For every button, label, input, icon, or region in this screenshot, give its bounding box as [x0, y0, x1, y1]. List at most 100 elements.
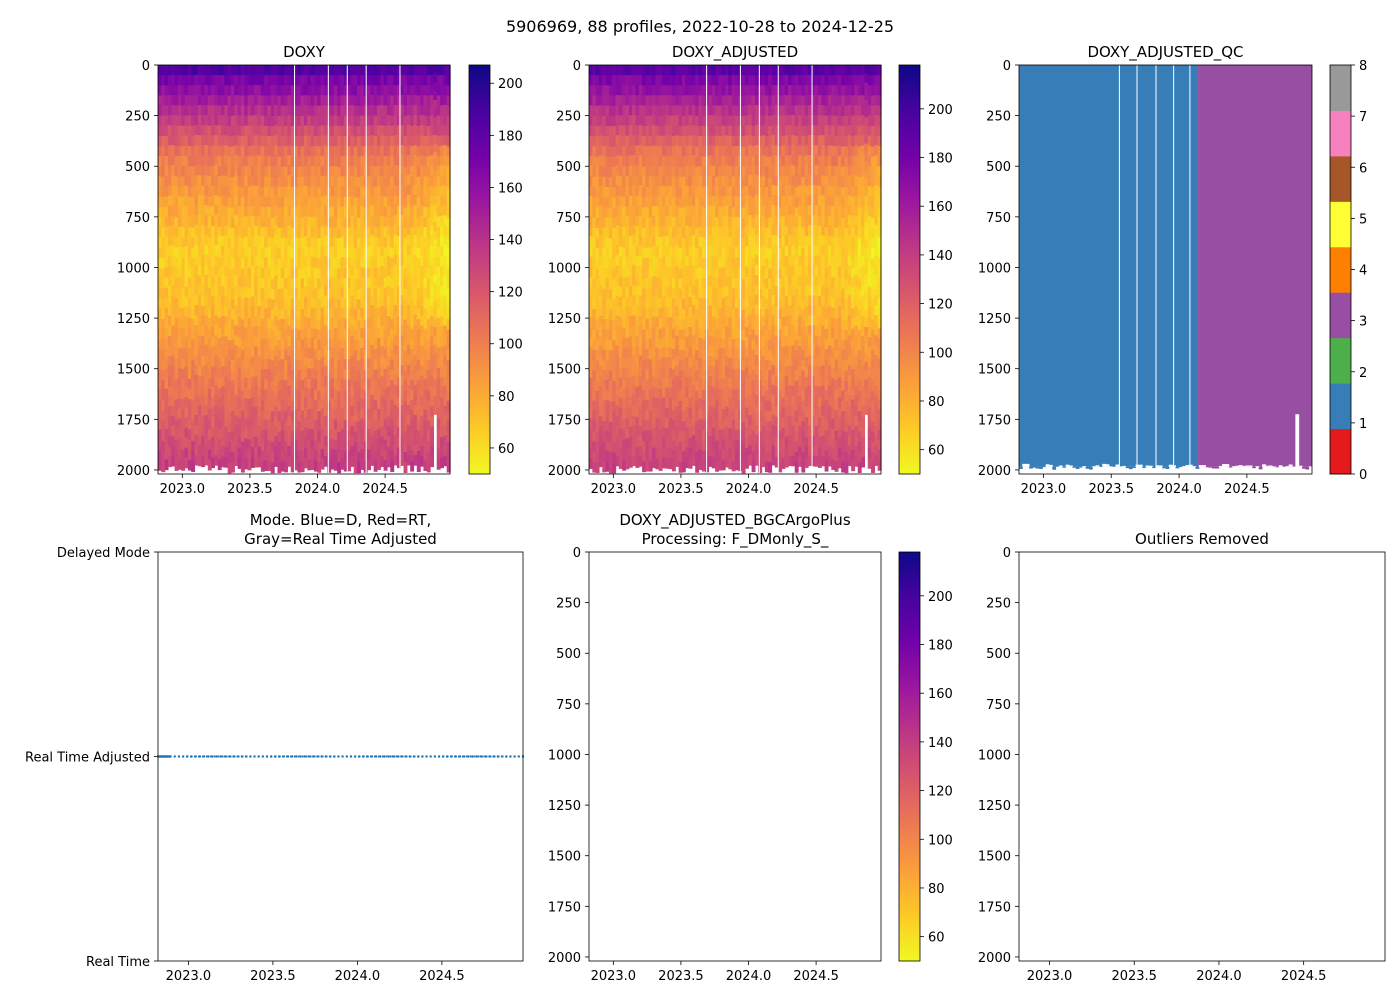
- heatmap-cell: [622, 409, 627, 421]
- heatmap-cell: [280, 460, 285, 472]
- heatmap-cell: [370, 355, 375, 366]
- heatmap-cell: [244, 256, 249, 268]
- heatmap-cell: [284, 400, 289, 412]
- heatmap-cell: [211, 346, 216, 358]
- heatmap-cell: [426, 248, 431, 259]
- heatmap-cell: [655, 186, 660, 197]
- heatmap-cell: [234, 375, 239, 386]
- heatmap-cell: [662, 175, 666, 187]
- heatmap-cell: [618, 206, 623, 217]
- heatmap-cell: [698, 378, 703, 390]
- heatmap-cell: [310, 358, 315, 369]
- heatmap-cell: [290, 400, 295, 412]
- heatmap-cell: [171, 245, 176, 257]
- heatmap-cell: [638, 95, 643, 106]
- heatmap-cell: [430, 145, 435, 156]
- heatmap-cell: [688, 105, 693, 116]
- heatmap-cell: [413, 85, 418, 96]
- heatmap-cell: [416, 217, 421, 229]
- heatmap-cell: [416, 176, 421, 188]
- heatmap-cell: [635, 406, 640, 418]
- heatmap-cell: [310, 186, 315, 198]
- heatmap-cell: [632, 335, 637, 346]
- heatmap-cell: [410, 328, 415, 340]
- heatmap-cell: [340, 135, 345, 147]
- heatmap-cell: [158, 237, 162, 248]
- heatmap-cell: [211, 427, 216, 438]
- heatmap-cell: [333, 399, 338, 410]
- heatmap-cell: [197, 415, 202, 427]
- heatmap-cell: [423, 328, 428, 340]
- heatmap-cell: [340, 448, 345, 460]
- heatmap-cell: [247, 307, 252, 319]
- x-tick-label: 2023.0: [160, 482, 206, 497]
- heatmap-cell: [201, 336, 206, 347]
- heatmap-cell: [691, 345, 696, 356]
- heatmap-cell: [161, 227, 166, 239]
- heatmap-cell: [350, 295, 355, 307]
- heatmap-cell: [386, 346, 391, 357]
- heatmap-cell: [440, 276, 444, 287]
- heatmap-cell: [367, 125, 371, 137]
- heatmap-cell: [211, 65, 216, 76]
- heatmap-cell: [386, 306, 391, 317]
- heatmap-cell: [420, 456, 425, 467]
- heatmap-cell: [598, 235, 603, 247]
- heatmap-cell: [257, 326, 262, 337]
- heatmap-cell: [681, 237, 686, 249]
- heatmap-cell: [333, 95, 338, 107]
- heatmap-cell: [244, 408, 249, 419]
- heatmap-cell: [340, 398, 345, 410]
- heatmap-cell: [343, 207, 348, 218]
- heatmap-cell: [317, 339, 322, 351]
- heatmap-cell: [274, 165, 279, 176]
- heatmap-cell: [164, 267, 169, 278]
- heatmap-cell: [204, 174, 209, 186]
- heatmap-cell: [187, 307, 192, 319]
- heatmap-cell: [400, 335, 405, 346]
- heatmap-cell: [635, 366, 640, 378]
- heatmap-cell: [357, 115, 362, 127]
- heatmap-cell: [648, 318, 653, 330]
- heatmap-cell: [691, 305, 696, 316]
- heatmap-cell: [423, 399, 428, 411]
- heatmap-cell: [317, 268, 322, 280]
- heatmap-cell: [595, 95, 600, 107]
- heatmap-cell: [645, 257, 650, 269]
- heatmap-cell: [625, 287, 630, 298]
- heatmap-cell: [658, 369, 663, 380]
- heatmap-cell: [254, 306, 259, 317]
- heatmap-cell: [695, 126, 700, 137]
- heatmap-cell: [420, 95, 425, 106]
- heatmap-cell: [685, 145, 690, 157]
- heatmap-cell: [257, 195, 262, 207]
- heatmap-cell: [615, 335, 620, 347]
- heatmap-cell: [274, 155, 279, 166]
- heatmap-cell: [698, 337, 703, 349]
- colorbar-gradient: [469, 65, 490, 474]
- heatmap-cell: [413, 445, 418, 456]
- heatmap-cell: [406, 324, 411, 336]
- heatmap-cell: [204, 134, 209, 146]
- heatmap-cell: [642, 156, 647, 168]
- heatmap-cell: [625, 186, 630, 197]
- heatmap-cell: [691, 145, 696, 156]
- heatmap-cell: [244, 95, 249, 106]
- heatmap-cell: [635, 346, 640, 358]
- heatmap-cell: [174, 206, 179, 218]
- heatmap-cell: [370, 85, 375, 96]
- heatmap-cell: [373, 410, 378, 421]
- heatmap-cell: [688, 206, 693, 217]
- heatmap-cell: [658, 75, 663, 86]
- heatmap-cell: [353, 299, 358, 311]
- heatmap-cell: [443, 345, 448, 357]
- heatmap-cell: [204, 294, 209, 306]
- heatmap-cell: [327, 380, 332, 392]
- heatmap-cell: [353, 421, 358, 433]
- heatmap-cell: [406, 454, 411, 466]
- heatmap-cell: [390, 258, 395, 269]
- heatmap-cell: [257, 346, 262, 357]
- heatmap-cell: [211, 215, 216, 227]
- heatmap-cell: [264, 267, 269, 279]
- heatmap-cell: [327, 75, 332, 86]
